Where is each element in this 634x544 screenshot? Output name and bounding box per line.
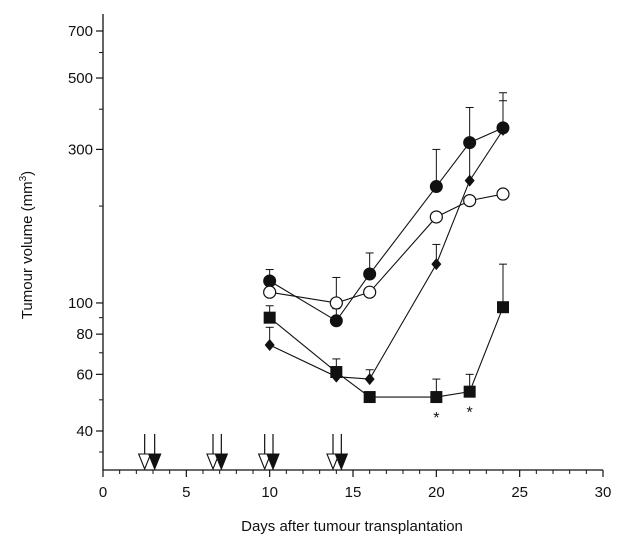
- arrow-head: [137, 453, 152, 471]
- x-tick-label: 5: [182, 484, 190, 501]
- x-axis-title: Days after tumour transplantation: [241, 518, 463, 535]
- arrow-head: [326, 453, 340, 471]
- significance-star: *: [467, 405, 473, 422]
- y-axis-title: Tumour volume (mm3): [18, 171, 36, 319]
- open-arrow: [206, 434, 220, 471]
- treatment-arrows: [137, 434, 349, 471]
- filled-arrow: [334, 434, 349, 471]
- data-point: [263, 274, 277, 288]
- y-axis-title-end: ): [19, 171, 36, 176]
- data-point: [464, 174, 475, 187]
- y-tick-label: 60: [76, 366, 93, 383]
- open-arrow: [137, 434, 152, 471]
- series-open-circle: [263, 187, 510, 310]
- y-tick-label: 100: [68, 295, 93, 312]
- arrow-head: [214, 453, 229, 471]
- x-tick-label: 25: [511, 484, 528, 501]
- x-tick-label: 10: [261, 484, 278, 501]
- x-tick-label: 15: [345, 484, 362, 501]
- x-tick-label: 0: [99, 484, 107, 501]
- data-point: [497, 301, 509, 314]
- y-axis-title-main: Tumour volume (mm: [19, 181, 36, 319]
- filled-arrow: [214, 434, 229, 471]
- series-line: [269, 307, 504, 398]
- y-tick-label: 40: [76, 423, 93, 440]
- filled-arrow: [266, 434, 280, 471]
- y-tick-label: 500: [68, 70, 93, 87]
- x-tick-label: 20: [428, 484, 445, 501]
- data-point: [429, 210, 443, 224]
- significance-markers: * *: [433, 405, 473, 427]
- series-line: [269, 129, 504, 380]
- data-point: [463, 385, 476, 398]
- series-group: [263, 92, 510, 404]
- data-point: [498, 123, 508, 136]
- series-filled-circle: [263, 92, 510, 328]
- y-tick-label: 80: [76, 326, 93, 343]
- data-point: [430, 391, 443, 404]
- data-point: [263, 285, 277, 299]
- y-tick-label: 300: [68, 141, 93, 158]
- series-filled-square: [263, 263, 509, 404]
- data-point: [363, 391, 376, 404]
- series-line: [269, 193, 504, 304]
- arrow-head: [257, 453, 272, 471]
- y-axis-title-superscript: 3: [18, 175, 29, 181]
- significance-star: *: [433, 410, 439, 427]
- data-point: [263, 311, 276, 324]
- arrow-head: [334, 453, 349, 471]
- data-point: [363, 267, 377, 281]
- data-point: [496, 187, 510, 201]
- series-line: [269, 127, 504, 322]
- data-point: [463, 193, 477, 208]
- data-point: [329, 314, 343, 328]
- axes: 40 60 80 100 300 500 700 0 5 10 15 20 25 30: [68, 14, 611, 501]
- data-point: [329, 296, 343, 310]
- filled-arrow: [147, 434, 162, 471]
- data-point: [364, 373, 375, 386]
- series-filled-diamond: [264, 100, 508, 386]
- data-point: [264, 339, 275, 352]
- x-tick-label: 30: [595, 484, 612, 501]
- arrow-head: [266, 453, 280, 471]
- data-point: [363, 285, 377, 299]
- data-point: [429, 180, 443, 194]
- arrow-head: [206, 453, 220, 471]
- data-point: [431, 258, 442, 271]
- arrow-head: [147, 453, 162, 471]
- open-arrow: [257, 434, 272, 471]
- y-tick-label: 700: [68, 23, 93, 40]
- data-point: [330, 366, 343, 379]
- open-arrow: [326, 434, 340, 471]
